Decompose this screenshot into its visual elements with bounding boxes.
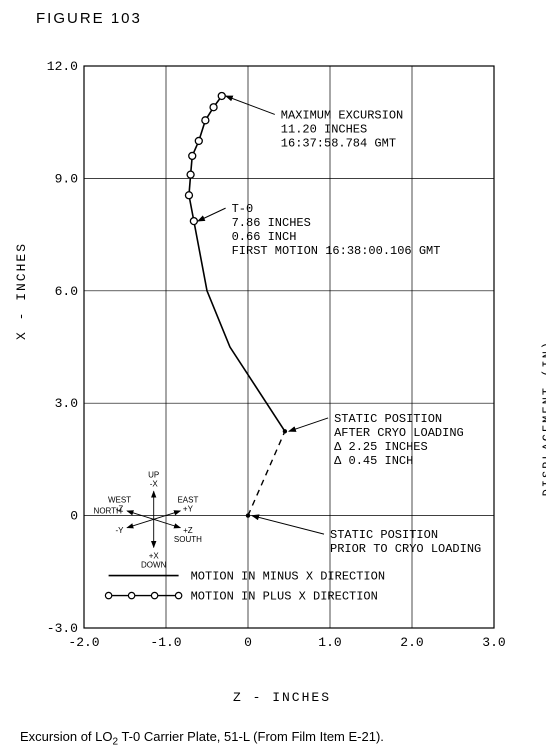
compass-sublabel: WEST (108, 496, 131, 505)
ytick-label: 6.0 (55, 284, 78, 299)
compass-spoke (154, 511, 181, 519)
data-marker (195, 137, 202, 144)
annot-max-text: MAXIMUM EXCURSION (281, 108, 403, 122)
figure-caption: Excursion of LO2 T-0 Carrier Plate, 51-L… (20, 729, 526, 748)
annot-static-after-text: AFTER CRYO LOADING (334, 426, 464, 440)
compass-label: -X (150, 479, 159, 488)
figure-title: FIGURE 103 (36, 10, 142, 27)
annot-max-leader (226, 96, 275, 114)
ytick-label: 0 (70, 509, 78, 524)
legend-marker (105, 592, 111, 598)
annot-static-prior-leader (252, 516, 324, 534)
annot-static-after-leader (289, 418, 328, 431)
xtick-label: 3.0 (482, 635, 505, 650)
ytick-label: 12.0 (47, 59, 78, 74)
chart-area: -2.0-1.001.02.03.0-3.003.06.09.012.0MAXI… (62, 58, 502, 658)
compass-spoke (127, 519, 154, 527)
dashed-curve (248, 431, 285, 515)
annot-static-after-text: Δ 2.25 INCHES (334, 440, 428, 454)
annot-t0-text: FIRST MOTION 16:38:00.106 GMT (232, 244, 441, 258)
annot-static-after-text: STATIC POSITION (334, 412, 442, 426)
legend-marker-text: MOTION IN PLUS X DIRECTION (191, 590, 378, 604)
compass-spoke (127, 511, 154, 519)
data-marker (189, 152, 196, 159)
annot-t0-text: T-0 (232, 202, 254, 216)
data-marker (190, 218, 197, 225)
data-marker (185, 192, 192, 199)
ytick-label: 3.0 (55, 396, 78, 411)
data-marker (210, 104, 217, 111)
y-axis-label: X - INCHES (14, 242, 29, 340)
chart-svg: -2.0-1.001.02.03.0-3.003.06.09.012.0MAXI… (62, 58, 502, 658)
xtick-label: 2.0 (400, 635, 423, 650)
annot-static-prior-text: PRIOR TO CRYO LOADING (330, 542, 481, 556)
legend-solid-text: MOTION IN MINUS X DIRECTION (191, 570, 385, 584)
compass-sublabel: EAST (177, 496, 198, 505)
compass-sublabel: SOUTH (174, 535, 202, 544)
origin-point (246, 513, 250, 517)
compass-spoke (154, 519, 181, 527)
annot-t0-text: 0.66 INCH (232, 230, 297, 244)
annot-t0-text: 7.86 INCHES (232, 216, 311, 230)
annot-static-prior-text: STATIC POSITION (330, 528, 438, 542)
xtick-label: 1.0 (318, 635, 341, 650)
compass-label: +Y (183, 505, 194, 514)
static-after-point (283, 429, 287, 433)
ytick-label: -3.0 (47, 621, 78, 636)
data-marker (187, 171, 194, 178)
data-marker (218, 92, 225, 99)
xtick-label: -2.0 (68, 635, 99, 650)
annot-static-after-text: Δ 0.45 INCH (334, 454, 413, 468)
page: FIGURE 103 X - INCHES DISPLACEMENT (IN) … (0, 0, 546, 754)
compass-north: NORTH (94, 506, 123, 515)
compass-sublabel: DOWN (141, 560, 167, 569)
compass-label: -Y (116, 526, 125, 535)
legend-marker (151, 592, 157, 598)
ytick-label: 9.0 (55, 171, 78, 186)
annot-max-text: 16:37:58.784 GMT (281, 136, 396, 150)
main-curve (189, 96, 285, 431)
xtick-label: -1.0 (150, 635, 181, 650)
data-marker (202, 117, 209, 124)
compass-label: +Z (183, 526, 193, 535)
legend-marker (128, 592, 134, 598)
legend-marker (175, 592, 181, 598)
xtick-label: 0 (244, 635, 252, 650)
y2-axis-label: DISPLACEMENT (IN) (540, 340, 546, 496)
compass-label: +X (149, 551, 160, 560)
annot-t0-leader (198, 208, 226, 221)
annot-max-text: 11.20 INCHES (281, 122, 367, 136)
compass-sublabel: UP (148, 470, 159, 479)
